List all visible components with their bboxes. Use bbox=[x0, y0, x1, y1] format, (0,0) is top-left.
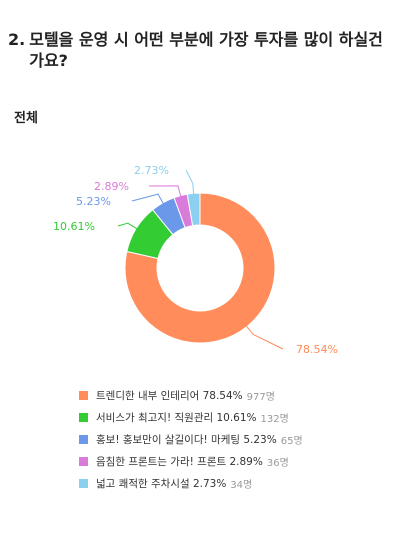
data-label: 2.89% bbox=[94, 180, 129, 193]
legend-count: 977명 bbox=[246, 391, 275, 403]
data-label: 10.61% bbox=[53, 220, 95, 233]
legend-swatch bbox=[79, 434, 88, 444]
legend-swatch bbox=[79, 390, 88, 400]
legend-count: 36명 bbox=[266, 457, 289, 469]
question-number: 2. bbox=[8, 30, 26, 49]
legend-count: 65명 bbox=[280, 435, 303, 447]
legend-label: 홍보! 홍보만이 살길이다! 마케팅 5.23% bbox=[96, 433, 277, 446]
chart-legend: 트렌디한 내부 인테리어 78.54% 977명 서비스가 최고지! 직원관리 10… bbox=[79, 384, 389, 494]
leader-line bbox=[131, 193, 165, 205]
data-label: 5.23% bbox=[76, 195, 111, 208]
group-label: 전체 bbox=[14, 111, 38, 126]
legend-label: 서비스가 최고지! 직원관리 10.61% bbox=[96, 411, 257, 424]
legend-count: 34명 bbox=[230, 479, 253, 491]
question-text: 모텔을 운영 시 어떤 부분에 가장 투자를 많이 하실건가요? bbox=[29, 30, 383, 70]
donut-chart: 78.54% 10.61% 5.23% 2.89% 2.73% bbox=[53, 164, 338, 356]
legend-swatch bbox=[79, 478, 88, 488]
question-title: 2. 모텔을 운영 시 어떤 부분에 가장 투자를 많이 하실건가요? bbox=[8, 29, 388, 71]
legend-label: 트렌디한 내부 인테리어 78.54% bbox=[96, 389, 243, 402]
legend-swatch bbox=[79, 412, 88, 422]
data-label: 78.54% bbox=[296, 343, 338, 356]
donut-slice bbox=[186, 192, 201, 227]
leader-line bbox=[117, 222, 139, 230]
legend-item: 음침한 프론트는 가라! 프론트 2.89% 36명 bbox=[79, 450, 389, 472]
data-label: 2.73% bbox=[134, 164, 169, 177]
legend-label: 음침한 프론트는 가라! 프론트 2.89% bbox=[96, 455, 263, 468]
legend-item: 넓고 쾌적한 주차시설 2.73% 34명 bbox=[79, 472, 389, 494]
legend-item: 서비스가 최고지! 직원관리 10.61% 132명 bbox=[79, 406, 389, 428]
legend-label: 넓고 쾌적한 주차시설 2.73% bbox=[96, 477, 227, 490]
legend-item: 홍보! 홍보만이 살길이다! 마케팅 5.23% 65명 bbox=[79, 428, 389, 450]
legend-swatch bbox=[79, 456, 88, 466]
leader-line bbox=[148, 185, 182, 198]
legend-count: 132명 bbox=[260, 413, 289, 425]
donut-slice bbox=[124, 192, 276, 344]
leader-line bbox=[185, 169, 195, 196]
legend-item: 트렌디한 내부 인테리어 78.54% 977명 bbox=[79, 384, 389, 406]
leader-line bbox=[245, 324, 284, 350]
